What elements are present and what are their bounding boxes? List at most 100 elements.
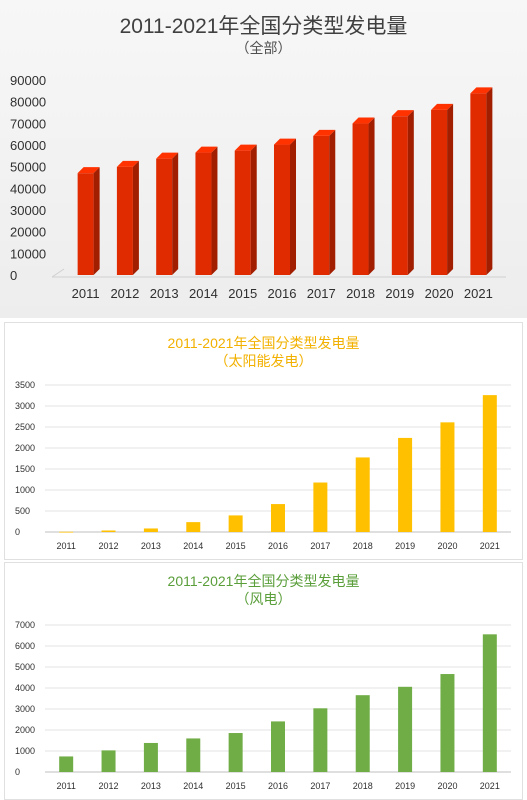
x-tick-label: 2021 (480, 541, 500, 551)
bar (116, 166, 133, 275)
bar-side (486, 87, 493, 275)
bar (313, 482, 328, 532)
bar-side (290, 138, 296, 275)
chart-title: 2011-2021年全国分类型发电量 (167, 573, 360, 589)
bar (470, 93, 487, 275)
bar (228, 515, 243, 532)
x-tick-label: 2017 (310, 541, 330, 551)
bar (228, 733, 243, 772)
y-tick-label: 4000 (15, 683, 35, 693)
bar-top (352, 117, 375, 124)
bar (101, 530, 116, 532)
bar-side (407, 110, 414, 275)
x-tick-label: 2019 (385, 286, 414, 301)
y-tick-label: 50000 (10, 160, 46, 175)
y-tick-label: 1000 (15, 485, 35, 495)
x-tick-label: 2011 (72, 286, 100, 301)
bar-side (132, 160, 139, 275)
bar-top (274, 138, 296, 145)
chart-total-generation: 2011-2021年全国分类型发电量 （全部） 0 10000 20000 30000… (0, 0, 527, 318)
y-tick-label: 6000 (15, 641, 35, 651)
x-tick-label: 2014 (189, 286, 218, 301)
bar (271, 504, 285, 532)
y-tick-label: 70000 (10, 116, 46, 131)
x-tick-label: 2018 (346, 286, 375, 301)
y-tick-label: 0 (15, 767, 20, 777)
y-tick-label: 2000 (15, 725, 35, 735)
bar (440, 422, 455, 532)
x-tick-label: 2015 (226, 781, 246, 791)
bar (274, 144, 290, 275)
bar (352, 123, 369, 275)
floor-edge (51, 268, 65, 278)
bar (186, 522, 201, 532)
bar (195, 152, 212, 275)
x-tick-label: 2014 (183, 781, 203, 791)
chart-subtitle: （风电） (235, 591, 292, 607)
bar-top (391, 110, 414, 117)
y-tick-label: 0 (15, 527, 20, 537)
bar-side (172, 152, 179, 275)
bar (234, 150, 251, 275)
bar (391, 116, 408, 275)
x-tick-label: 2018 (353, 541, 373, 551)
bar-top (313, 129, 336, 136)
x-tick-label: 2021 (480, 781, 500, 791)
y-tick-label: 90000 (10, 73, 46, 88)
bar (271, 721, 285, 772)
x-tick-label: 2020 (437, 541, 457, 551)
y-tick-label: 500 (15, 506, 30, 516)
y-tick-label: 30000 (10, 203, 46, 218)
chart-subtitle: （太阳能发电） (214, 353, 313, 369)
y-tick-label: 40000 (10, 181, 46, 196)
y-tick-label: 7000 (15, 620, 35, 630)
x-tick-label: 2021 (464, 286, 493, 301)
x-tick-label: 2016 (268, 781, 288, 791)
x-tick-label: 2019 (395, 781, 415, 791)
x-tick-label: 2013 (141, 541, 161, 551)
chart-title: 2011-2021年全国分类型发电量 (119, 15, 408, 38)
x-tick-label: 2017 (307, 286, 336, 301)
x-tick-label: 2015 (228, 286, 257, 301)
y-tick-label: 3000 (15, 704, 35, 714)
y-tick-label: 2500 (15, 422, 35, 432)
bar (398, 437, 413, 532)
y-tick-label: 10000 (10, 246, 46, 261)
y-tick-label: 1500 (15, 464, 35, 474)
bar (355, 457, 370, 532)
y-tick-label: 5000 (15, 662, 35, 672)
x-tick-label: 2013 (141, 781, 161, 791)
bar-side (250, 144, 257, 275)
x-tick-label: 2013 (150, 286, 179, 301)
x-tick-label: 2020 (425, 286, 454, 301)
x-tick-label: 2019 (395, 541, 415, 551)
bar-top (77, 167, 100, 174)
bar (440, 674, 455, 772)
bar (482, 634, 497, 772)
bar-top (470, 87, 493, 94)
x-tick-label: 2011 (57, 541, 76, 551)
bar (186, 738, 201, 772)
bar (101, 750, 116, 772)
chart-subtitle: （全部） (235, 40, 292, 56)
chart-wind-generation: 2011-2021年全国分类型发电量 （风电） 0 1000 2000 3000 400… (4, 562, 523, 800)
y-tick-label: 1000 (15, 746, 35, 756)
y-tick-label: 2000 (15, 443, 35, 453)
x-tick-label: 2011 (57, 781, 76, 791)
x-tick-label: 2016 (268, 286, 297, 301)
bar-side (368, 117, 375, 275)
y-tick-label: 80000 (10, 95, 46, 110)
x-tick-label: 2015 (226, 541, 246, 551)
x-tick-label: 2018 (353, 781, 373, 791)
y-tick-label: 3000 (15, 401, 35, 411)
y-tick-label: 3500 (15, 380, 35, 390)
x-tick-label: 2020 (437, 781, 457, 791)
x-tick-label: 2017 (310, 781, 330, 791)
x-tick-label: 2012 (110, 286, 139, 301)
x-tick-label: 2016 (268, 541, 288, 551)
y-tick-label: 20000 (10, 225, 46, 240)
x-tick-label: 2012 (99, 781, 119, 791)
bar-top (234, 144, 257, 151)
bar-top (116, 160, 139, 167)
chart-svg-solar: 0 500 1000 1500 2000 2500 3000 3500 2011 2012 2013… (15, 380, 511, 551)
